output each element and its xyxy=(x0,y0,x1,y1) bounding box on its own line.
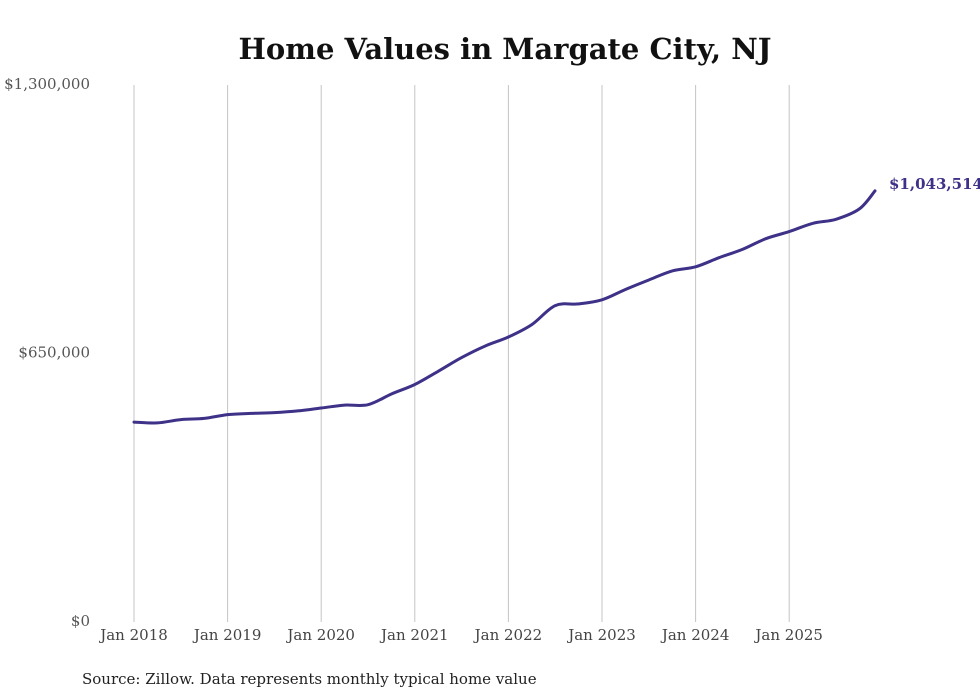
end-value-label: $1,043,514 xyxy=(889,175,980,193)
chart-title: Home Values in Margate City, NJ xyxy=(239,32,772,66)
x-tick-label: Jan 2019 xyxy=(192,626,262,644)
y-axis-ticks: $0 $650,000 $1,300,000 xyxy=(4,75,90,630)
x-tick-label: Jan 2022 xyxy=(473,626,543,644)
home-value-line xyxy=(132,189,877,425)
x-tick-label: Jan 2018 xyxy=(98,626,168,644)
y-tick-label: $0 xyxy=(71,612,90,630)
x-tick-label: Jan 2023 xyxy=(566,626,636,644)
y-tick-label: $650,000 xyxy=(18,344,90,362)
x-axis-ticks: Jan 2018 Jan 2019 Jan 2020 Jan 2021 Jan 2022… xyxy=(98,626,823,644)
x-tick-label: Jan 2020 xyxy=(285,626,355,644)
x-tick-label: Jan 2025 xyxy=(753,626,823,644)
source-note: Source: Zillow. Data represents monthly … xyxy=(82,670,537,688)
x-tick-label: Jan 2021 xyxy=(379,626,449,644)
y-tick-label: $1,300,000 xyxy=(4,75,90,93)
x-tick-label: Jan 2024 xyxy=(660,626,730,644)
gridlines xyxy=(133,85,790,622)
